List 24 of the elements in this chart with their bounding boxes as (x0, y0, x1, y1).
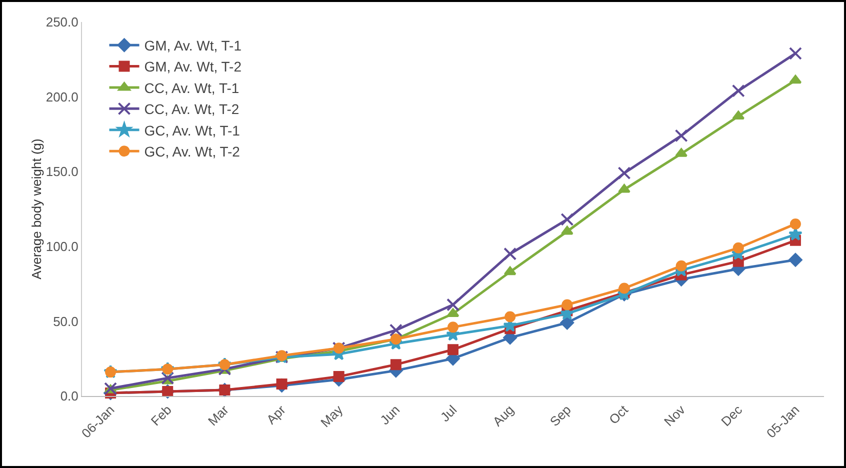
x-tick-label: Mar (204, 402, 232, 429)
legend-label: GM, Av. Wt, T-1 (144, 38, 242, 54)
legend-label: GC, Av. Wt, T-1 (144, 122, 240, 138)
y-tick-label: 0.0 (60, 388, 78, 404)
x-tick-label: Nov (661, 402, 688, 430)
y-tick-label: 250.0 (46, 14, 78, 30)
x-tick-label: Aug (490, 402, 517, 430)
y-tick-label: 100.0 (46, 238, 78, 254)
y-tick-label: 200.0 (46, 89, 78, 104)
x-tick-label: Apr (264, 402, 289, 428)
legend-label: CC, Av. Wt, T-1 (144, 80, 240, 96)
y-axis-title: Average body weight (g) (28, 138, 44, 280)
legend-label: CC, Av. Wt, T-2 (144, 101, 240, 118)
y-tick-label: 50.0 (53, 314, 78, 329)
x-tick-label: Jul (437, 402, 460, 425)
x-tick-label: Dec (718, 402, 746, 430)
y-tick-label: 150.0 (46, 164, 78, 180)
x-tick-label: Feb (148, 402, 174, 429)
x-tick-label: May (318, 402, 346, 430)
x-tick-label: Jun (377, 402, 403, 428)
x-tick-label: Sep (546, 402, 574, 430)
x-tick-label: Oct (606, 402, 632, 428)
legend-label: GM, Av. Wt, T-2 (144, 58, 242, 75)
legend-label: GC, Av. Wt, T-2 (144, 144, 240, 160)
